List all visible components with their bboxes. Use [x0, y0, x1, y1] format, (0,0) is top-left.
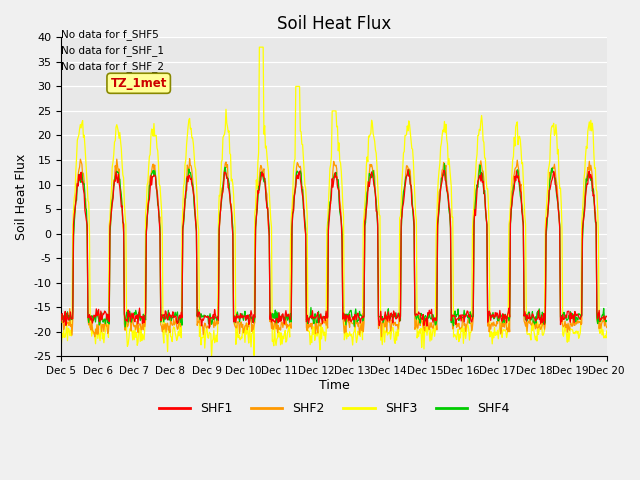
SHF4 [67, 316, 75, 322]
Title: Soil Heat Flux: Soil Heat Flux [277, 15, 391, 33]
SHF3 [209, 338, 216, 344]
SHF4 [121, 324, 129, 330]
SHF2 [209, 320, 217, 325]
Legend: SHF1, SHF2, SHF3, SHF4: SHF1, SHF2, SHF3, SHF4 [154, 397, 515, 420]
SHF2 [91, 334, 99, 340]
Line: SHF1: SHF1 [61, 169, 607, 328]
SHF2 [58, 318, 65, 324]
SHF1 [401, 184, 409, 190]
Text: No data for f_SHF5: No data for f_SHF5 [61, 29, 159, 40]
SHF2 [603, 324, 611, 330]
SHF3 [208, 354, 216, 360]
SHF1 [418, 316, 426, 322]
Text: No data for f_SHF_1: No data for f_SHF_1 [61, 45, 164, 56]
SHF3 [603, 328, 611, 334]
SHF4 [603, 318, 611, 324]
SHF4 [440, 161, 448, 167]
X-axis label: Time: Time [319, 379, 349, 392]
Line: SHF2: SHF2 [61, 159, 607, 337]
SHF1 [404, 167, 412, 172]
SHF3 [67, 333, 75, 339]
SHF1 [67, 316, 75, 322]
SHF4 [417, 311, 425, 316]
SHF1 [209, 315, 216, 321]
SHF4 [401, 180, 409, 186]
SHF3 [179, 207, 187, 213]
SHF1 [205, 325, 213, 331]
SHF2 [180, 219, 188, 225]
SHF3 [418, 345, 426, 350]
SHF2 [418, 316, 426, 322]
SHF3 [58, 341, 65, 347]
SHF2 [186, 156, 193, 162]
SHF4 [124, 319, 132, 325]
SHF2 [402, 170, 410, 176]
SHF2 [124, 323, 132, 328]
Text: TZ_1met: TZ_1met [111, 77, 167, 90]
SHF1 [179, 227, 187, 233]
SHF3 [402, 132, 410, 138]
Y-axis label: Soil Heat Flux: Soil Heat Flux [15, 154, 28, 240]
Text: No data for f_SHF_2: No data for f_SHF_2 [61, 61, 164, 72]
SHF3 [124, 343, 131, 349]
SHF4 [209, 319, 216, 324]
SHF4 [180, 222, 188, 228]
SHF1 [124, 318, 131, 324]
SHF4 [58, 319, 65, 324]
SHF2 [67, 322, 75, 327]
SHF1 [58, 318, 65, 324]
Line: SHF4: SHF4 [61, 164, 607, 327]
SHF1 [603, 313, 611, 319]
SHF3 [255, 44, 263, 50]
Line: SHF3: SHF3 [61, 47, 607, 357]
